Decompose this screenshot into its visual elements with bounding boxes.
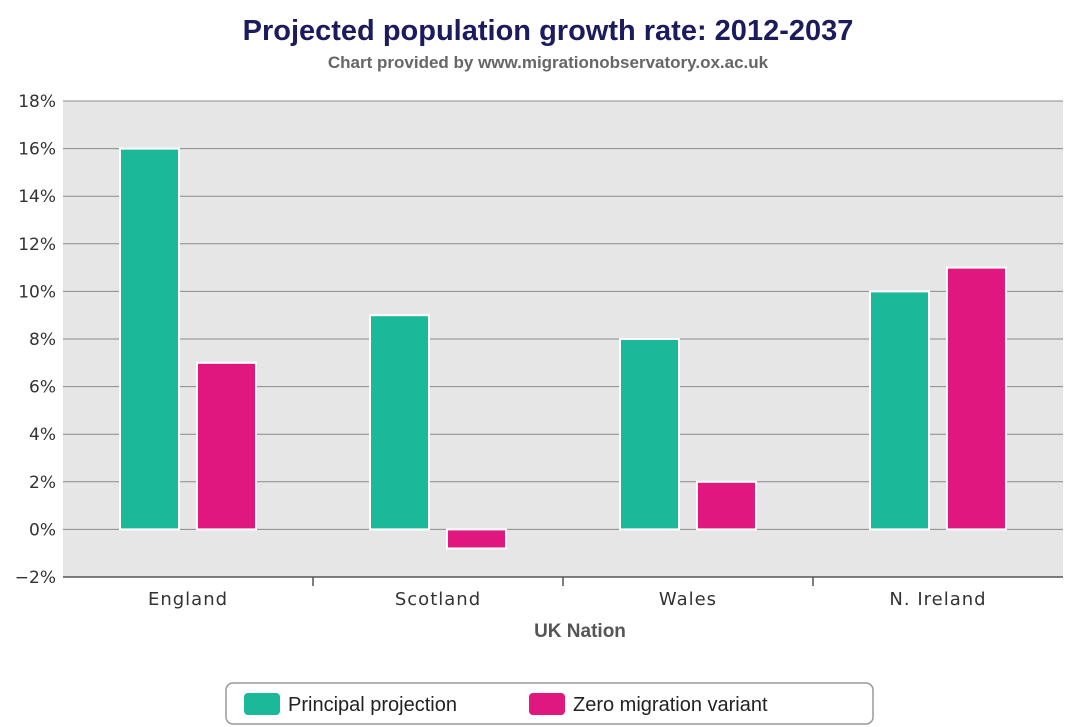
chart-subtitle: Chart provided by www.migrationobservato… (328, 53, 769, 72)
y-tick-label: 6% (29, 378, 56, 398)
x-axis-label: UK Nation (534, 621, 626, 642)
y-tick-label: 16% (18, 140, 56, 160)
bars (119, 147, 1007, 550)
y-tick-label: −2% (15, 568, 56, 588)
y-tick-label: 18% (18, 92, 56, 112)
y-axis-tick-labels: −2% 0% 2% 4% 6% 8% 10% 12% 14% 16% 18% (15, 92, 56, 588)
y-tick-label: 2% (29, 473, 56, 493)
y-tick-label: 12% (18, 235, 56, 255)
legend-swatch-zero-migration-variant[interactable] (529, 693, 565, 715)
x-axis: England Scotland Wales N. Ireland (148, 577, 986, 610)
bar-n-ireland-principal-projection[interactable] (869, 290, 930, 531)
legend-label-zero-migration-variant[interactable]: Zero migration variant (573, 694, 768, 716)
chart-title: Projected population growth rate: 2012-2… (243, 15, 854, 47)
x-tick-label-wales: Wales (659, 589, 717, 610)
y-tick-label: 14% (18, 187, 56, 207)
x-tick-label-n-ireland: N. Ireland (889, 589, 986, 610)
y-tick-label: 10% (18, 282, 56, 302)
bar-england-principal-projection[interactable] (119, 147, 180, 531)
y-tick-label: 0% (29, 520, 56, 540)
y-tick-label: 8% (29, 330, 56, 350)
bar-scotland-zero-migration-variant[interactable] (446, 528, 507, 550)
bar-n-ireland-zero-migration-variant[interactable] (946, 266, 1007, 531)
bar-wales-principal-projection[interactable] (619, 338, 680, 531)
legend: Principal projection Zero migration vari… (225, 682, 874, 725)
bar-england-zero-migration-variant[interactable] (196, 361, 257, 531)
x-tick-label-england: England (148, 589, 228, 610)
bar-scotland-principal-projection[interactable] (369, 314, 430, 531)
x-tick-label-scotland: Scotland (395, 589, 481, 610)
y-tick-label: 4% (29, 425, 56, 445)
bar-wales-zero-migration-variant[interactable] (696, 480, 757, 531)
legend-swatch-principal-projection[interactable] (244, 693, 280, 715)
legend-label-principal-projection[interactable]: Principal projection (288, 694, 457, 716)
